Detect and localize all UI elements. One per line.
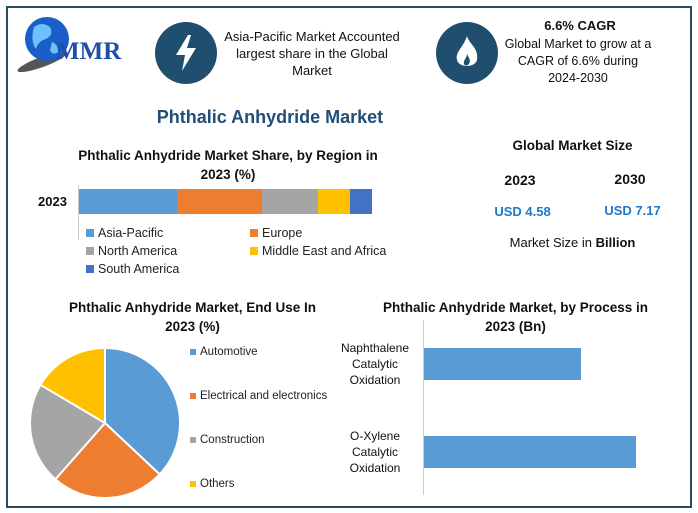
pie-slice-others xyxy=(39,346,106,425)
year-2023: 2023 xyxy=(504,172,536,188)
legend-swatch xyxy=(190,349,196,355)
flame-circle xyxy=(436,22,498,84)
region-chart-title: Phthalic Anhydride Market Share, by Regi… xyxy=(78,148,378,182)
infographic-frame xyxy=(6,6,692,508)
legend-swatch xyxy=(250,229,258,237)
pie-legend-item: Construction xyxy=(190,434,265,446)
year-2030: 2030 xyxy=(614,171,646,187)
pie-slice-electrical-and-electronics xyxy=(53,421,162,499)
legend-label: Others xyxy=(200,478,235,490)
legend-label: Automotive xyxy=(200,346,258,358)
pie-legend-item: Others xyxy=(190,478,235,490)
pie-legend-item: Electrical and electronics xyxy=(190,390,327,402)
region-segment-south-america xyxy=(349,189,372,214)
process-bar xyxy=(424,348,582,380)
pie-slice-automotive xyxy=(104,346,181,476)
region-segment-north-america xyxy=(262,189,318,214)
legend-swatch xyxy=(86,247,94,255)
region-axis xyxy=(78,185,79,240)
globe-icon xyxy=(17,17,69,73)
legend-label: Construction xyxy=(200,434,265,446)
region-segment-europe xyxy=(177,189,263,214)
legend-swatch xyxy=(190,481,196,487)
region-legend-item: South America xyxy=(86,262,179,276)
lightning-circle xyxy=(155,22,217,84)
region-segment-asia-pacific xyxy=(79,189,178,214)
legend-swatch xyxy=(86,229,94,237)
value-2030: USD 7.17 xyxy=(604,203,661,218)
legend-label: North America xyxy=(98,244,178,258)
legend-label: Asia-Pacific xyxy=(98,226,164,240)
region-legend-item: Europe xyxy=(250,226,302,240)
process-category-label: Naphthalene Catalytic Oxidation xyxy=(340,341,410,387)
legend-swatch xyxy=(190,437,196,443)
highlight-asia-pacific: Asia-Pacific Market Accounted largest sh… xyxy=(224,29,400,78)
pie-chart-title: Phthalic Anhydride Market, End Use In 20… xyxy=(68,300,317,334)
pie-legend-item: Automotive xyxy=(190,346,258,358)
cagr-text: Global Market to grow at a CAGR of 6.6% … xyxy=(504,37,652,85)
value-2023: USD 4.58 xyxy=(494,204,551,219)
pie-slice-construction xyxy=(29,383,107,481)
region-legend-item: Asia-Pacific xyxy=(86,226,163,240)
market-size-note: Market Size in Billion xyxy=(490,235,655,250)
process-category-label: O-Xylene Catalytic Oxidation xyxy=(349,429,401,475)
legend-label: Europe xyxy=(262,226,303,240)
market-size-title: Global Market Size xyxy=(512,138,633,153)
cagr-title: 6.6% CAGR xyxy=(544,18,616,33)
process-chart-title: Phthalic Anhydride Market, by Process in… xyxy=(382,300,649,334)
process-bar xyxy=(424,436,637,468)
logo-text: MMR xyxy=(56,38,122,65)
legend-label: Electrical and electronics xyxy=(200,390,328,402)
flame-icon xyxy=(456,36,478,66)
legend-label: Middle East and Africa xyxy=(262,244,387,258)
region-legend-item: Middle East and Africa xyxy=(250,244,386,258)
legend-swatch xyxy=(190,393,196,399)
region-legend-item: North America xyxy=(86,244,177,258)
region-stacked-bar xyxy=(79,189,372,214)
region-category-label: 2023 xyxy=(38,194,67,209)
legend-label: South America xyxy=(98,262,180,276)
region-segment-middle-east-and-africa xyxy=(317,189,350,214)
lightning-icon xyxy=(176,35,196,71)
mmr-logo: MMR xyxy=(14,12,124,73)
legend-swatch xyxy=(250,247,258,255)
process-axis xyxy=(423,320,424,495)
end-use-pie xyxy=(29,346,181,499)
note-prefix: Market Size in xyxy=(509,235,596,250)
note-unit: Billion xyxy=(595,235,636,250)
legend-swatch xyxy=(86,265,94,273)
page-title: Phthalic Anhydride Market xyxy=(156,107,384,127)
